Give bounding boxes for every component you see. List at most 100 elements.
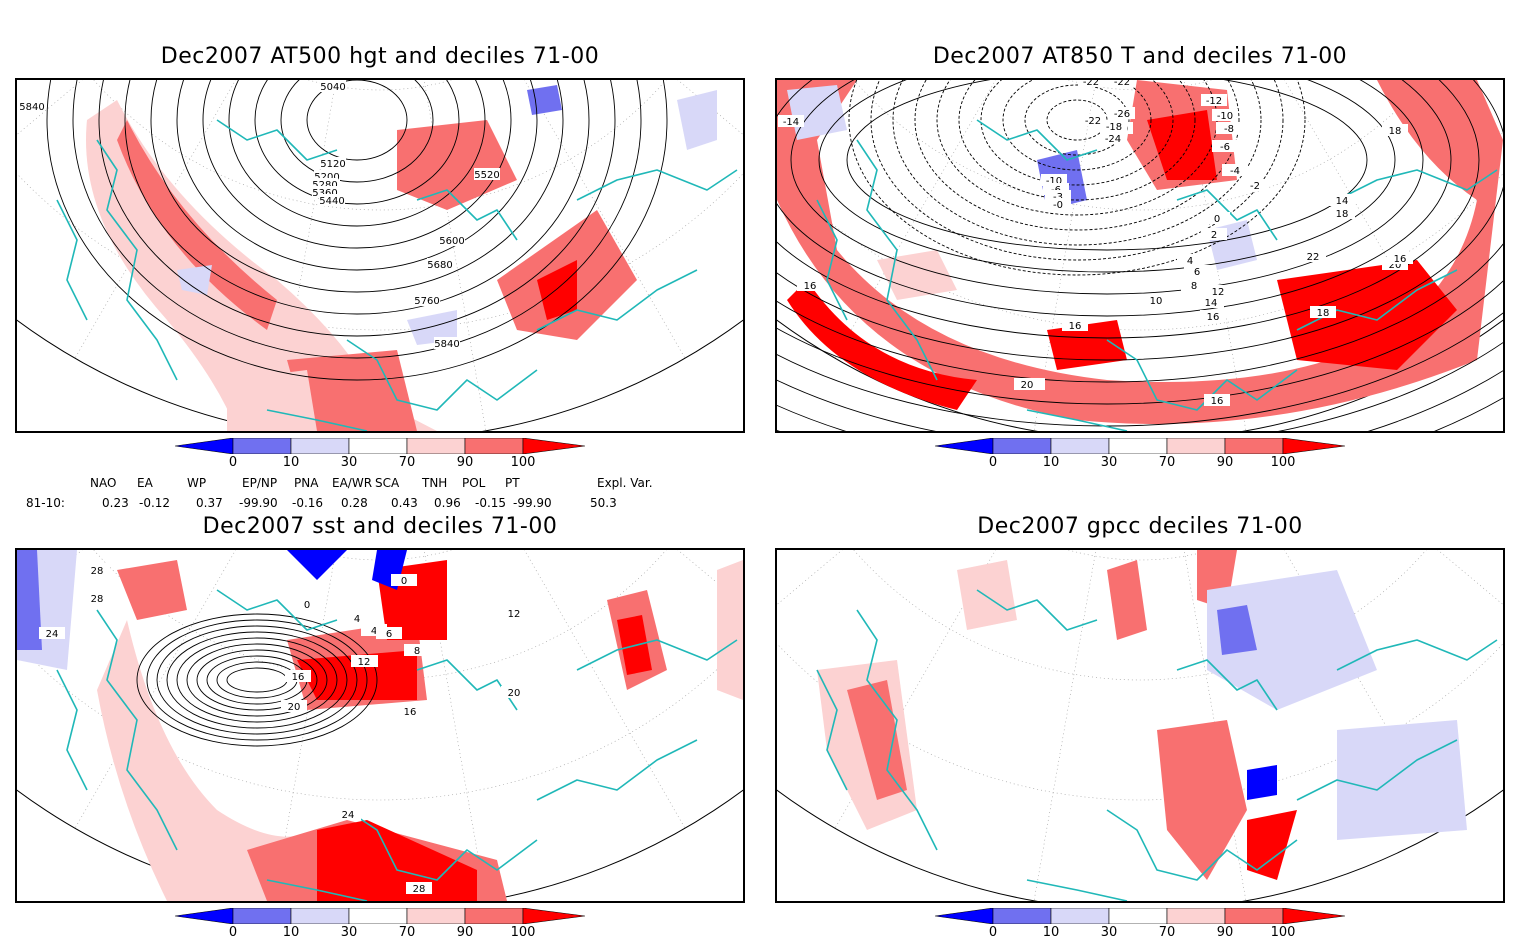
contour-label: 22 (1307, 252, 1320, 263)
contour-label: -0 (1053, 200, 1063, 211)
contour-label-bg (1014, 378, 1040, 390)
colorbar-segment (1166, 437, 1226, 455)
decile-area (1207, 570, 1377, 710)
graticule-meridian (1033, 550, 1097, 901)
contour-label-bg (319, 194, 345, 206)
colorbar-segment (348, 907, 408, 925)
contour-label-bg (427, 258, 453, 270)
colorbar-tick-label: 100 (1270, 925, 1296, 940)
contour-label-bg (320, 80, 346, 92)
coastline (816, 669, 848, 791)
contour-label-bg (1078, 80, 1104, 87)
coastline (1336, 169, 1498, 201)
index-value: 50.3 (590, 496, 617, 510)
contour-line (1024, 84, 1130, 156)
contour-line (72, 80, 642, 359)
decile-area (1157, 720, 1247, 880)
map-panel-sst: 28282400446812161620202428128 (15, 548, 745, 903)
contour-label: 24 (46, 629, 59, 640)
contour-label: -6 (1220, 142, 1230, 153)
coastline (1296, 739, 1458, 801)
contour-line (156, 625, 358, 735)
colorbar-tick-label: 90 (1216, 925, 1234, 940)
contour-label-bg (351, 655, 377, 667)
coastline (346, 339, 538, 411)
contour-label: 5280 (312, 180, 337, 191)
index-value: -0.12 (139, 496, 171, 510)
colorbar-tick-label: 90 (1216, 455, 1234, 470)
colorbar-svg (174, 437, 586, 455)
contour-label-bg (391, 574, 417, 586)
contour-label: 5840 (19, 102, 44, 113)
contour-line (196, 649, 318, 711)
contour-label-bg (414, 294, 440, 306)
contour-label-bg (1109, 80, 1135, 87)
contour-label: 0 (304, 600, 310, 611)
contour-label-bg (797, 279, 823, 291)
contour-label-bg (1201, 94, 1227, 106)
colorbar-tick-label: 70 (398, 455, 416, 470)
coastline (416, 189, 518, 241)
colorbar-triangle-high (1282, 437, 1346, 455)
contour-label-bg (439, 234, 465, 246)
colorbar-tick-label: 0 (988, 925, 998, 940)
contour-label-bg (39, 627, 65, 639)
contour-line (777, 80, 1480, 339)
panel-title-gpcc: Dec2007 gpcc deciles 71-00 (977, 514, 1303, 539)
contour-line (46, 80, 668, 381)
contour-label-bg (1181, 279, 1207, 291)
contour-label: 28 (91, 566, 104, 577)
contour-label: 16 (292, 672, 305, 683)
contour-label-bg (434, 337, 460, 349)
decile-area (957, 560, 1017, 630)
contour-label-bg (19, 100, 45, 112)
contour-label-bg (1184, 265, 1210, 277)
colorbar-tick-label: 0 (228, 925, 238, 940)
contour-line (870, 80, 1284, 261)
coastline (1106, 339, 1298, 411)
colorbar-segment (992, 907, 1052, 925)
coastline (1176, 189, 1278, 241)
decile-area (527, 85, 562, 115)
contour-label-bg (294, 598, 320, 610)
contour-label-bg (84, 592, 110, 604)
decile-area (227, 370, 317, 431)
contour-label-bg (1198, 296, 1224, 308)
map-t850: -22-22-26-20-18-24-22-12-10-8-6-4-202468… (777, 80, 1503, 431)
coastline (856, 139, 938, 381)
contour-label: -10 (1046, 176, 1062, 187)
contour-label-bg (1045, 198, 1071, 210)
index-table: NAO EA WP EP/NP PNA EA/WR SCA TNH POL PT Expl. Var… (0, 474, 760, 514)
index-value: 0.23 (102, 496, 129, 510)
contour-line (892, 80, 1262, 246)
contour-label: 24 (342, 810, 355, 821)
decile-area (1047, 320, 1127, 370)
contour-label-bg (1062, 319, 1088, 331)
colorbar-tick-label: 100 (510, 925, 536, 940)
colorbar-tick-label: 30 (1100, 455, 1118, 470)
contour-label: 16 (1069, 321, 1082, 332)
index-name: EP/NP (242, 476, 278, 490)
coastline (536, 739, 698, 801)
coastline (976, 589, 1098, 631)
contour-label-bg (344, 612, 370, 624)
coastline (216, 589, 338, 631)
colorbar-segment (290, 437, 350, 455)
colorbar-svg (934, 907, 1346, 925)
colorbar-segment (1166, 907, 1226, 925)
coastline (96, 609, 178, 851)
contour-label: 12 (1212, 287, 1225, 298)
contour-label: 5440 (319, 196, 344, 207)
contour-label: -24 (1105, 134, 1121, 145)
colorbar-tick-label: 30 (1100, 925, 1118, 940)
contour-label: 20 (1389, 260, 1402, 271)
contour-label: 0 (401, 576, 407, 587)
colorbar-tick-label: 0 (228, 455, 238, 470)
coastline (576, 639, 738, 671)
contour-label-bg (1212, 140, 1238, 152)
graticule-meridian (273, 550, 337, 901)
colorbar-segment (1108, 437, 1168, 455)
colorbar-segment (1224, 437, 1284, 455)
coastline (816, 199, 848, 321)
